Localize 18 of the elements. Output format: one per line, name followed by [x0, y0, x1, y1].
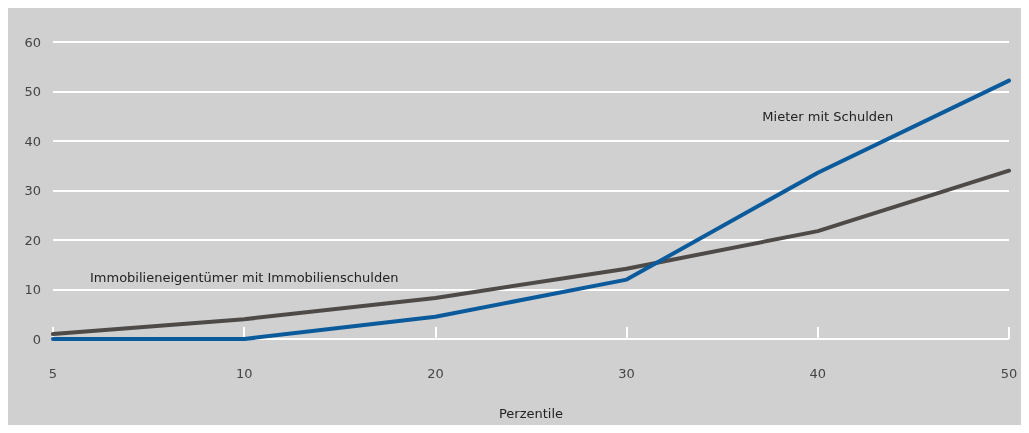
y-tick-label: 50: [24, 84, 41, 99]
x-tick-label: 5: [48, 366, 58, 381]
x-tick-label: 50: [1000, 366, 1018, 381]
y-tick-label: 60: [24, 34, 41, 50]
x-tick-label: 10: [235, 366, 253, 381]
series-label: Immobilieneigentümer mit Immobilienschulden: [89, 270, 399, 286]
y-tick-label: 30: [24, 183, 41, 198]
y-tick-label: 20: [24, 232, 41, 248]
y-tick-label: 10: [24, 282, 41, 297]
y-tick-label: 0: [32, 331, 41, 347]
line-series: [51, 78, 1011, 341]
series-label: Mieter mit Schulden: [762, 108, 894, 124]
x-tick-label: 20: [427, 366, 444, 381]
x-tick-label: 30: [618, 366, 635, 381]
x-tick-label: 40: [809, 366, 827, 381]
y-tick-label: 40: [24, 133, 41, 149]
line-series: [51, 168, 1011, 337]
x-axis-title: Perzentile: [498, 406, 564, 421]
